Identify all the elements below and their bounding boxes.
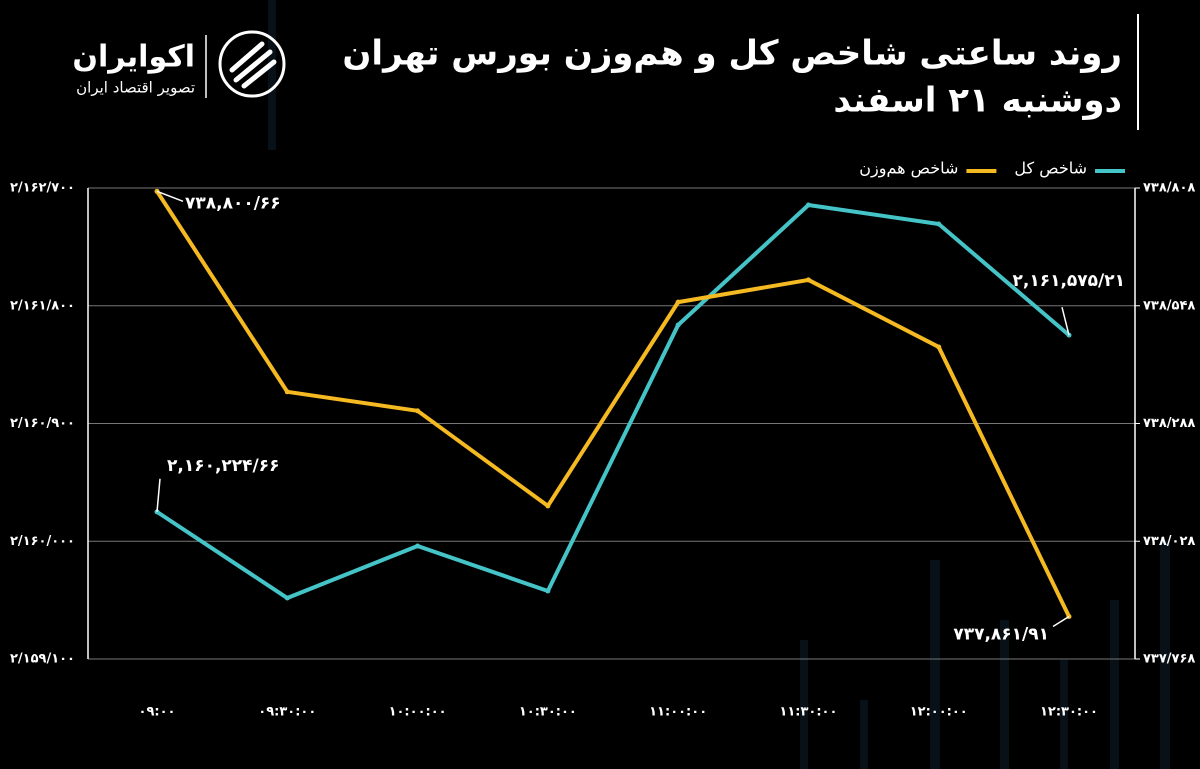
y-tick-label: ۲/۱۶۲/۷۰۰ xyxy=(10,181,75,196)
logo-stripes xyxy=(229,41,277,89)
line-series xyxy=(155,190,1071,618)
legend-label: شاخص کل xyxy=(1014,159,1087,179)
point xyxy=(284,595,290,601)
y2-tick-label: ۷۳۸/۸۰۸ xyxy=(1143,181,1195,196)
y-tick-label: ۲/۱۵۹/۱۰۰ xyxy=(10,652,75,667)
line-series xyxy=(155,203,1071,601)
point xyxy=(415,543,421,549)
data-label: ۲,۱۶۰,۲۲۴/۶۶ xyxy=(167,456,280,476)
logo-mark xyxy=(218,30,286,98)
y-tick-label: ۲/۱۶۰/۰۰۰ xyxy=(10,534,75,549)
y-tick-label: ۲/۱۶۰/۹۰۰ xyxy=(10,416,75,431)
leader-line xyxy=(156,190,184,203)
point xyxy=(284,389,290,395)
x-tick-label: ۱۰:۳۰:۰۰ xyxy=(519,705,577,720)
point xyxy=(805,277,811,283)
point xyxy=(545,588,551,594)
brand-name: اکوایران xyxy=(72,40,195,75)
y2-tick-label: ۷۳۷/۷۶۸ xyxy=(1143,652,1195,667)
brand-tagline: تصویر اقتصاد ایران xyxy=(76,79,195,97)
point xyxy=(415,408,421,414)
y2-tick-label: ۷۳۸/۲۸۸ xyxy=(1143,416,1195,431)
logo: اکوایران تصویر اقتصاد ایران xyxy=(72,30,286,98)
chart-subtitle: دوشنبه ۲۱ اسفند xyxy=(833,81,1122,121)
point xyxy=(545,503,551,509)
decor-candles xyxy=(268,0,1170,769)
x-tick-label: ۰۹:۳۰:۰۰ xyxy=(258,705,316,720)
point xyxy=(936,221,942,227)
leader-line xyxy=(1052,615,1070,628)
x-tick-label: ۱۱:۰۰:۰۰ xyxy=(649,705,707,720)
x-tick-label: ۰۹:۰۰ xyxy=(139,705,176,720)
x-tick-label: ۱۰:۰۰:۰۰ xyxy=(389,705,447,720)
x-tick-label: ۱۱:۳۰:۰۰ xyxy=(779,705,837,720)
point xyxy=(936,344,942,350)
point xyxy=(805,202,811,208)
data-label: ۷۳۷,۸۶۱/۹۱ xyxy=(953,624,1049,644)
data-label: ۷۳۸,۸۰۰/۶۶ xyxy=(185,193,281,213)
data-label: ۲,۱۶۱,۵۷۵/۲۱ xyxy=(1012,271,1125,291)
leader-line xyxy=(156,478,161,512)
chart-title: روند ساعتی شاخص کل و هم‌وزن بورس تهران xyxy=(342,34,1122,74)
y2-tick-label: ۷۳۸/۰۲۸ xyxy=(1143,534,1195,549)
point xyxy=(675,322,681,328)
x-tick-label: ۱۲:۰۰:۰۰ xyxy=(910,705,968,720)
point xyxy=(675,299,681,305)
leader-line xyxy=(1061,306,1070,336)
legend-label: شاخص هم‌وزن xyxy=(859,159,958,179)
y-tick-label: ۲/۱۶۱/۸۰۰ xyxy=(10,298,75,313)
y2-tick-label: ۷۳۸/۵۴۸ xyxy=(1143,298,1195,313)
x-tick-label: ۱۲:۳۰:۰۰ xyxy=(1040,705,1098,720)
